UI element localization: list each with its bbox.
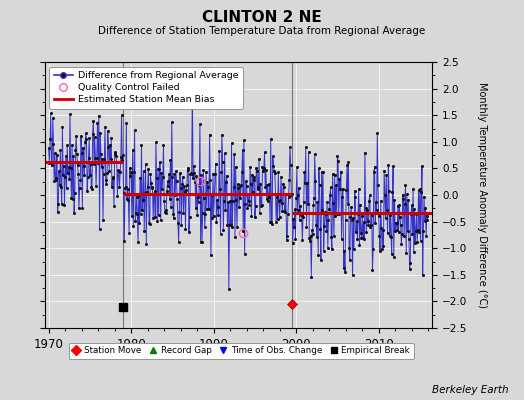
Text: Berkeley Earth: Berkeley Earth	[432, 385, 508, 395]
Legend: Difference from Regional Average, Quality Control Failed, Estimated Station Mean: Difference from Regional Average, Qualit…	[49, 67, 243, 109]
Text: CLINTON 2 NE: CLINTON 2 NE	[202, 10, 322, 25]
Y-axis label: Monthly Temperature Anomaly Difference (°C): Monthly Temperature Anomaly Difference (…	[477, 82, 487, 308]
Text: Difference of Station Temperature Data from Regional Average: Difference of Station Temperature Data f…	[99, 26, 425, 36]
Legend: Station Move, Record Gap, Time of Obs. Change, Empirical Break: Station Move, Record Gap, Time of Obs. C…	[69, 343, 413, 359]
